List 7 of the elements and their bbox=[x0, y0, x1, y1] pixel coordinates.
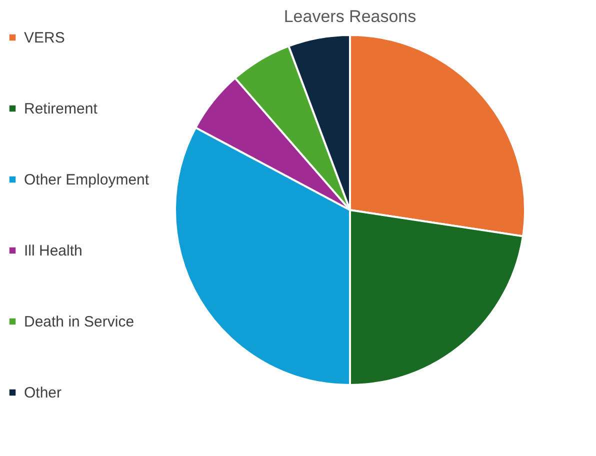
legend-label: VERS bbox=[24, 30, 65, 46]
legend-label: Other bbox=[24, 384, 62, 402]
chart-title: Leavers Reasons bbox=[284, 7, 416, 26]
legend-label: Retirement bbox=[24, 100, 98, 118]
legend-label: Other Employment bbox=[24, 172, 150, 188]
legend-label: Ill Health bbox=[24, 242, 82, 260]
legend-label: Death in Service bbox=[24, 314, 134, 330]
